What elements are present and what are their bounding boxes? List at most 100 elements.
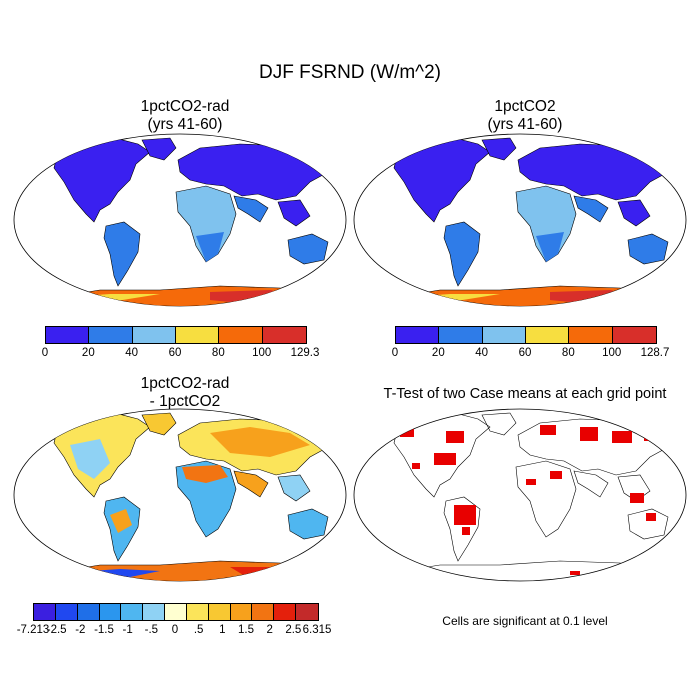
greenland-outline [481, 412, 517, 436]
map-difference [13, 408, 347, 582]
sig-cell [570, 571, 580, 575]
australia [287, 233, 329, 265]
colorbar-swatch [274, 604, 297, 620]
africa-outline [515, 460, 577, 538]
main-title: DJF FSRND (W/m^2) [258, 62, 441, 83]
colorbar-swatch [34, 604, 56, 620]
colorbar-swatch [296, 604, 318, 620]
sig-cell [526, 479, 536, 485]
sig-cell [550, 471, 562, 479]
panel1-title-line1: 1pctCO2-rad [140, 98, 230, 115]
panel2-title: 1pctCO2 (yrs 41-60) [400, 98, 650, 134]
greenland [141, 412, 177, 436]
colorbar-swatch [143, 604, 166, 620]
arabia-india [573, 195, 609, 223]
colorbar-tick-label: 0 [391, 347, 399, 359]
colorbar-tick-label: 128.7 [640, 347, 670, 359]
sig-cell [446, 431, 464, 443]
sig-cell [612, 431, 632, 443]
colorbar-swatch [230, 604, 253, 620]
australia-outline [627, 508, 669, 540]
colorbar-swatch [525, 327, 570, 343]
colorbar-tick-label: 0 [41, 347, 49, 359]
colorbar-1 [45, 326, 307, 344]
colorbar-3 [33, 603, 319, 621]
colorbar-swatch [165, 604, 187, 620]
australia [287, 508, 329, 540]
panel2-title-line1: 1pctCO2 [494, 98, 556, 115]
sig-cell [454, 505, 476, 525]
africa-south [196, 232, 224, 262]
south-america [443, 221, 481, 287]
colorbar-tick-label: -1 [122, 624, 133, 636]
eurasia-orange [210, 427, 310, 457]
sig-cell [644, 433, 656, 441]
colorbar-swatch [99, 604, 122, 620]
sig-cell [580, 427, 598, 441]
panel3-title: 1pctCO2-rad - 1pctCO2 [60, 375, 310, 411]
north-america-outline [393, 412, 491, 498]
south-america [103, 221, 141, 287]
colorbar-tick-label: -1.5 [94, 624, 114, 636]
colorbar-swatch [89, 327, 133, 343]
colorbar-swatch [46, 327, 90, 343]
sig-cell [434, 453, 456, 465]
colorbar-swatch [252, 604, 275, 620]
colorbar-tick-label: -2.5 [46, 624, 67, 636]
colorbar-tick-label: 80 [211, 347, 225, 359]
colorbar-swatch [482, 327, 526, 343]
africa-south [536, 232, 564, 262]
map-ttest [353, 408, 687, 582]
colorbar-tick-label: 1 [219, 624, 226, 636]
colorbar-swatch [396, 327, 440, 343]
south-america-outline [443, 496, 481, 562]
colorbar-swatch [219, 327, 263, 343]
colorbar-swatch [208, 604, 231, 620]
colorbar-tick-label: -.5 [144, 624, 159, 636]
greenland [481, 137, 517, 161]
colorbar-swatch [612, 327, 656, 343]
colorbar-swatch [186, 604, 209, 620]
sig-cell [462, 527, 470, 535]
panel1-title-line2: (yrs 41-60) [147, 116, 223, 133]
colorbar-tick-label: -7.213 [16, 624, 50, 636]
panel3-title-line2: - 1pctCO2 [149, 393, 221, 410]
antarctica-outline [389, 560, 661, 581]
southeast-asia [617, 199, 651, 227]
panel2-title-line2: (yrs 41-60) [487, 116, 563, 133]
colorbar-tick-label: 40 [125, 347, 139, 359]
colorbar-swatch [439, 327, 483, 343]
antarctica-red [230, 567, 310, 579]
map-1pctco2 [353, 133, 687, 307]
colorbar-tick-label: 60 [518, 347, 532, 359]
sig-cell [646, 513, 656, 521]
colorbar-swatch [77, 604, 100, 620]
north-america [393, 137, 491, 223]
colorbar-tick-label: 80 [561, 347, 575, 359]
sig-cell [412, 463, 420, 469]
colorbar-tick-label: 0 [171, 624, 179, 636]
north-america-blue [70, 439, 110, 479]
africa-orange [182, 465, 228, 483]
colorbar-tick-label: .5 [193, 624, 204, 636]
southeast-asia [277, 474, 311, 502]
colorbar-2-ticks: 0 20 40 60 80 100 128.7 [391, 347, 670, 361]
sig-cell [430, 573, 444, 577]
colorbar-tick-label: 20 [431, 347, 445, 359]
map-frame [353, 408, 687, 582]
arabia-india [233, 195, 269, 223]
panel3-title-line1: 1pctCO2-rad [140, 375, 230, 392]
sig-cell [400, 429, 414, 437]
colorbar-swatch [569, 327, 613, 343]
colorbar-tick-label: 100 [252, 347, 272, 359]
colorbar-tick-label: 1.5 [238, 624, 254, 636]
arabia-india-outline [573, 470, 609, 498]
colorbar-swatch [262, 327, 306, 343]
south-america-orange [110, 509, 132, 533]
australia [627, 233, 669, 265]
colorbar-tick-label: 20 [81, 347, 95, 359]
panel4-title: T-Test of two Case means at each grid po… [350, 385, 700, 403]
colorbar-tick-label: 40 [475, 347, 489, 359]
colorbar-tick-label: 129.3 [290, 347, 320, 359]
north-america [53, 137, 151, 223]
